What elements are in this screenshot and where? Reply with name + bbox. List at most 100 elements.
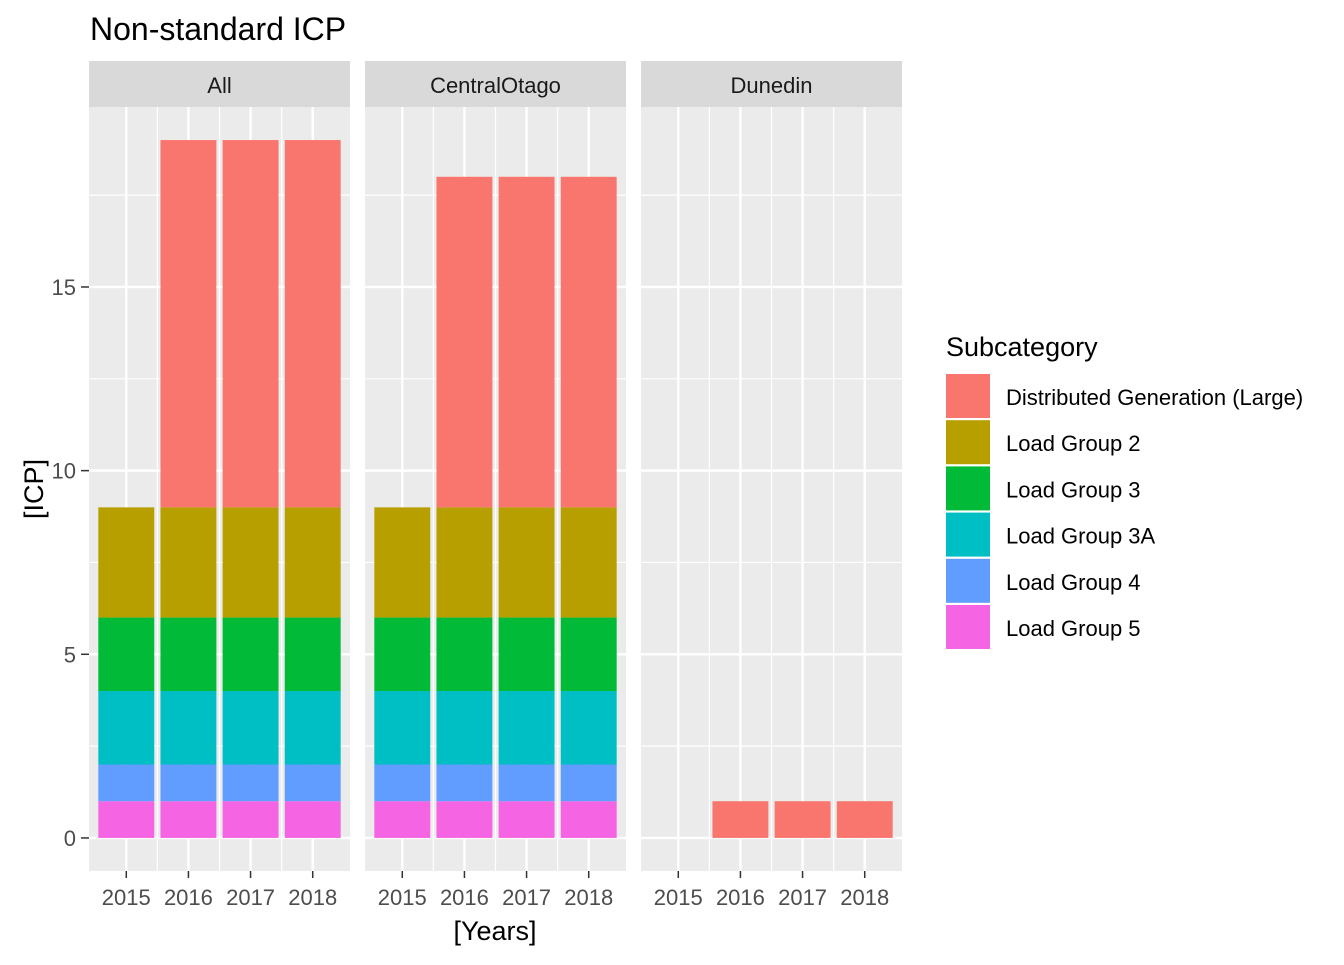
y-tick-label: 0 [64, 826, 76, 851]
y-axis: 0 5 10 15 [52, 275, 89, 851]
y-tick-label: 10 [52, 459, 76, 484]
x-tick-label: 2018 [564, 885, 613, 910]
facet-panel-all: All [89, 61, 350, 871]
bar-segment-load-group-4 [160, 764, 217, 802]
bar-segment-load-group-4 [98, 764, 155, 802]
y-tick-label: 15 [52, 275, 76, 300]
x-axis-dunedin: 2015 2016 2017 2018 [654, 871, 889, 910]
facet-label: CentralOtago [430, 73, 561, 98]
bar-segment-load-group-2 [498, 507, 555, 618]
bar-segment-load-group-3a [222, 691, 279, 765]
bar-segment-load-group-3a [374, 691, 431, 765]
bar-segment-load-group-5 [160, 801, 217, 838]
y-axis-title: [ICP] [19, 459, 49, 519]
legend-title: Subcategory [946, 332, 1098, 362]
x-tick-label: 2017 [502, 885, 551, 910]
x-axis-title: [Years] [453, 916, 536, 946]
x-tick-label: 2017 [778, 885, 827, 910]
bar-segment-distributed-generation-large [436, 176, 493, 508]
facet-panel-centralotago: CentralOtago [365, 61, 626, 871]
bar-segment-load-group-3 [374, 617, 431, 692]
bar-segment-load-group-3 [436, 617, 493, 692]
bar-segment-load-group-3 [560, 617, 617, 692]
legend-item-load-group-4: Load Group 4 [946, 558, 1141, 603]
facet-strip [365, 61, 626, 107]
x-tick-label: 2015 [102, 885, 151, 910]
bar-segment-load-group-5 [284, 801, 341, 838]
x-tick-label: 2018 [840, 885, 889, 910]
bar-segment-load-group-3a [98, 691, 155, 765]
x-tick-label: 2017 [226, 885, 275, 910]
legend-item-load-group-2: Load Group 2 [946, 420, 1141, 465]
chart-title: Non-standard ICP [90, 11, 346, 47]
bar-segment-load-group-4 [374, 764, 431, 802]
bar-segment-load-group-2 [374, 507, 431, 618]
bar-segment-load-group-3 [222, 617, 279, 692]
bar-segment-distributed-generation-large [560, 176, 617, 508]
bar-segment-distributed-generation-large [712, 801, 769, 838]
x-tick-label: 2016 [164, 885, 213, 910]
bar-segment-load-group-3 [160, 617, 217, 692]
bars [374, 176, 617, 838]
legend-label: Load Group 5 [1006, 616, 1141, 641]
bar-segment-load-group-2 [98, 507, 155, 618]
bar-segment-load-group-5 [374, 801, 431, 838]
legend: Subcategory Distributed Generation (Large… [946, 332, 1303, 649]
bar-segment-load-group-3a [560, 691, 617, 765]
bar-segment-load-group-3a [498, 691, 555, 765]
bar-segment-distributed-generation-large [160, 140, 217, 508]
bar-segment-load-group-5 [498, 801, 555, 838]
y-tick-label: 5 [64, 642, 76, 667]
legend-swatch [946, 420, 990, 465]
legend-swatch [946, 605, 990, 649]
legend-label: Load Group 3 [1006, 477, 1141, 502]
facet-label: Dunedin [731, 73, 813, 98]
bar-segment-load-group-5 [222, 801, 279, 838]
bar-segment-distributed-generation-large [836, 801, 893, 838]
facet-strip [641, 61, 902, 107]
x-tick-label: 2016 [716, 885, 765, 910]
bar-segment-distributed-generation-large [774, 801, 831, 838]
bar-segment-load-group-4 [498, 764, 555, 802]
bar-segment-load-group-5 [436, 801, 493, 838]
legend-label: Distributed Generation (Large) [1006, 385, 1303, 410]
x-tick-label: 2015 [378, 885, 427, 910]
facet-panels: All CentralOtago Dunedin [89, 61, 902, 871]
bar-segment-load-group-4 [222, 764, 279, 802]
bars [712, 801, 893, 838]
bar-segment-load-group-3a [284, 691, 341, 765]
bar-segment-distributed-generation-large [284, 140, 341, 508]
x-axis: 2015 2016 2017 2018 2015 2016 2017 2018 2015 2016… [102, 871, 889, 910]
bar-segment-load-group-2 [222, 507, 279, 618]
bar-segment-load-group-3a [160, 691, 217, 765]
x-axis-all: 2015 2016 2017 2018 [102, 871, 337, 910]
legend-label: Load Group 4 [1006, 570, 1141, 595]
bar-segment-distributed-generation-large [498, 176, 555, 508]
bar-segment-distributed-generation-large [222, 140, 279, 508]
bar-segment-load-group-3 [284, 617, 341, 692]
bar-segment-load-group-5 [98, 801, 155, 838]
facet-label: All [207, 73, 231, 98]
legend-swatch [946, 512, 990, 557]
legend-label: Load Group 2 [1006, 431, 1141, 456]
x-axis-centralotago: 2015 2016 2017 2018 [378, 871, 613, 910]
legend-swatch [946, 374, 990, 418]
bar-segment-load-group-3 [498, 617, 555, 692]
bar-segment-load-group-2 [284, 507, 341, 618]
x-tick-label: 2018 [288, 885, 337, 910]
x-tick-label: 2015 [654, 885, 703, 910]
legend-swatch [946, 466, 990, 511]
bar-segment-load-group-4 [560, 764, 617, 802]
x-tick-label: 2016 [440, 885, 489, 910]
bar-segment-load-group-3 [98, 617, 155, 692]
facet-strip [89, 61, 350, 107]
bar-segment-load-group-5 [560, 801, 617, 838]
facet-panel-dunedin: Dunedin [641, 61, 902, 871]
bars [98, 140, 341, 838]
bar-segment-load-group-3a [436, 691, 493, 765]
legend-label: Load Group 3A [1006, 524, 1156, 549]
bar-segment-load-group-4 [284, 764, 341, 802]
bar-segment-load-group-2 [560, 507, 617, 618]
